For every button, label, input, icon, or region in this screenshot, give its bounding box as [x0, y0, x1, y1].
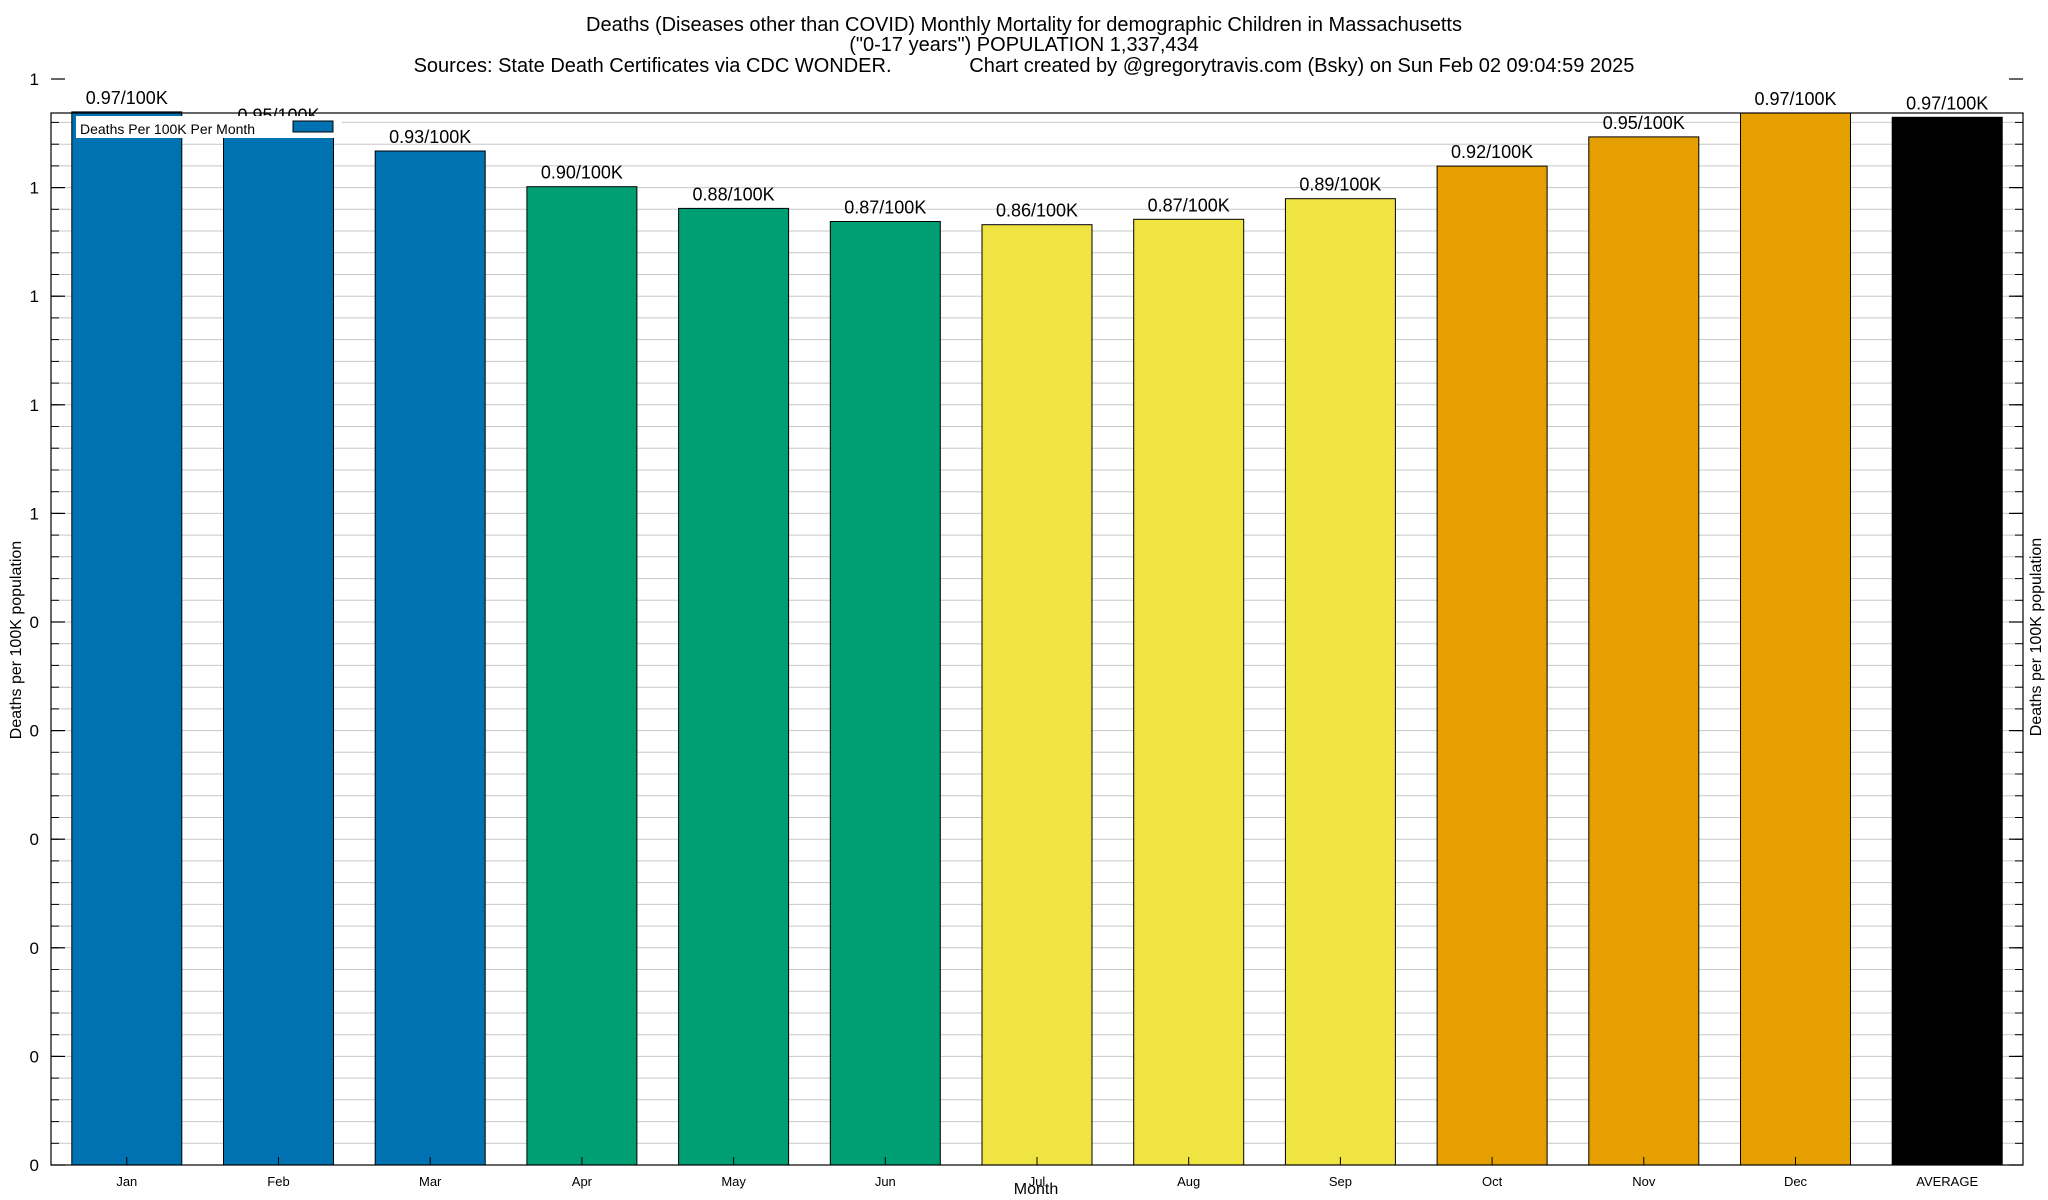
- bar-jul: [981, 224, 1093, 1166]
- y-tick-label: 1: [30, 70, 39, 89]
- bar-jan: [71, 111, 183, 1166]
- y-tick-label: 1: [30, 287, 39, 306]
- bar-value-label: 0.97/100K: [1754, 89, 1836, 109]
- legend-label: Deaths Per 100K Per Month: [80, 121, 255, 137]
- bar-mar: [374, 150, 486, 1166]
- bar-feb: [223, 128, 334, 1166]
- chart-title-line-2: ("0-17 years") POPULATION 1,337,434: [849, 34, 1199, 56]
- bar-value-label: 0.86/100K: [996, 201, 1078, 221]
- bar-average: [1891, 116, 2003, 1166]
- legend-box: [76, 116, 342, 138]
- x-tick-label: May: [721, 1174, 746, 1189]
- x-tick-label: Aug: [1177, 1174, 1200, 1189]
- legend-swatch: [292, 120, 334, 133]
- bar-nov: [1588, 136, 1700, 1166]
- bar-value-label: 0.97/100K: [86, 88, 168, 108]
- x-tick-label: Nov: [1632, 1174, 1656, 1189]
- bar-value-label: 0.87/100K: [844, 198, 926, 218]
- y2-axis-title: Deaths per 100K population: [2028, 538, 2045, 736]
- x-tick-label: Jul: [1029, 1174, 1046, 1189]
- x-tick-label: AVERAGE: [1916, 1174, 1978, 1189]
- bar-value-label: 0.95/100K: [1603, 113, 1685, 133]
- bar-aug: [1133, 218, 1245, 1166]
- bar-value-label: 0.88/100K: [693, 184, 775, 204]
- x-axis-title: Month: [1014, 1181, 1058, 1198]
- bar-dec: [1740, 112, 1851, 1166]
- y-tick-label: 1: [30, 179, 39, 198]
- bar-sep: [1284, 198, 1396, 1166]
- y-tick-label: 0: [30, 1156, 39, 1175]
- x-tick-label: Sep: [1329, 1174, 1352, 1189]
- y-axis-title: Deaths per 100K population: [8, 541, 25, 739]
- bar-value-label: 0.97/100K: [1906, 93, 1988, 113]
- chart-title-line-3: Sources: State Death Certificates via CD…: [414, 55, 1635, 77]
- bar-value-label: 0.93/100K: [389, 127, 471, 147]
- x-tick-label: Jan: [116, 1174, 137, 1189]
- y-tick-label: 0: [30, 1047, 39, 1066]
- bar-apr: [526, 186, 638, 1166]
- y-tick-label: 0: [30, 939, 39, 958]
- bar-value-label: 0.92/100K: [1451, 142, 1533, 162]
- bar-may: [678, 207, 790, 1166]
- y-tick-label: 1: [30, 396, 39, 415]
- bar-oct: [1436, 165, 1548, 1166]
- x-tick-label: Jun: [875, 1174, 896, 1189]
- y-tick-label: 0: [30, 830, 39, 849]
- bar-value-label: 0.89/100K: [1299, 175, 1381, 195]
- x-tick-label: Dec: [1784, 1174, 1808, 1189]
- x-tick-label: Apr: [572, 1174, 593, 1189]
- chart-title-line-1: Deaths (Diseases other than COVID) Month…: [586, 14, 1462, 36]
- x-tick-label: Oct: [1482, 1174, 1503, 1189]
- bar-value-label: 0.90/100K: [541, 163, 623, 183]
- bar-value-label: 0.87/100K: [1148, 195, 1230, 215]
- y-tick-label: 0: [30, 722, 39, 741]
- x-tick-label: Feb: [267, 1174, 289, 1189]
- y-tick-label: 0: [30, 613, 39, 632]
- bar-jun: [829, 221, 941, 1166]
- plot-frame: [50, 112, 2024, 1166]
- y-tick-label: 1: [30, 504, 39, 523]
- x-tick-label: Mar: [419, 1174, 442, 1189]
